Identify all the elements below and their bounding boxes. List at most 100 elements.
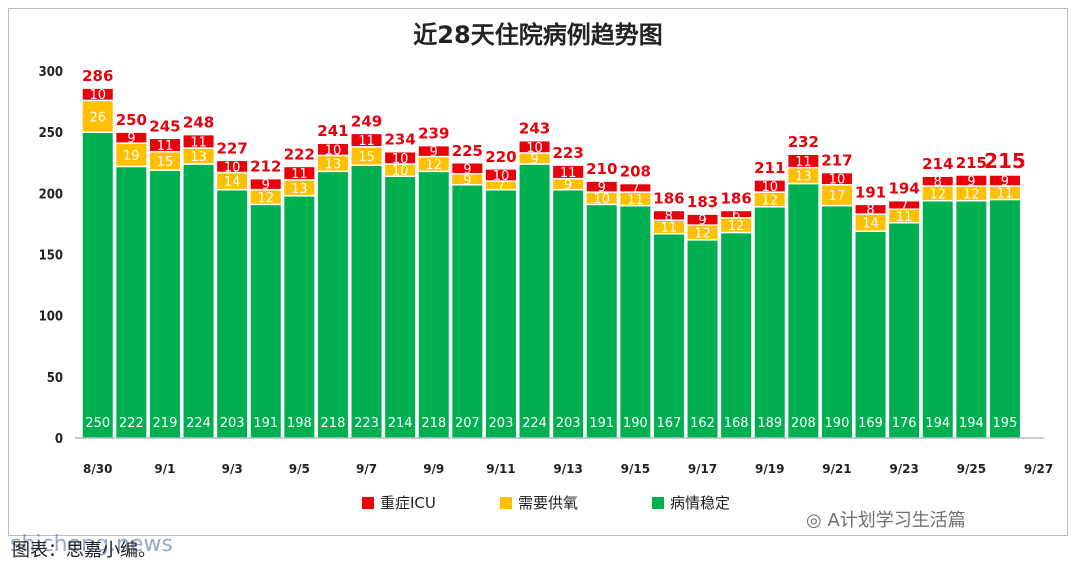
- total-label: 215: [984, 149, 1026, 173]
- bar-segment: [954, 174, 988, 187]
- bar-segment: [551, 188, 585, 439]
- segment-label: 10: [392, 164, 409, 179]
- segment-label: 168: [724, 416, 749, 431]
- y-tick-label: 200: [39, 187, 63, 202]
- total-label: 186: [720, 189, 751, 207]
- segment-label: 8: [866, 203, 874, 218]
- segment-label: 11: [896, 210, 913, 225]
- x-tick-label: 9/23: [889, 462, 918, 476]
- segment-label: 9: [698, 214, 706, 229]
- bar-segment: [249, 203, 283, 439]
- bar-segment: [686, 239, 720, 439]
- segment-label: 9: [598, 181, 606, 196]
- bar-segment: [114, 165, 148, 439]
- total-label: 239: [418, 125, 449, 143]
- bar-segment: [484, 188, 518, 439]
- segment-label: 13: [190, 150, 207, 165]
- y-tick-label: 300: [39, 65, 63, 80]
- bar-segment: [350, 164, 384, 439]
- total-label: 227: [216, 139, 247, 157]
- segment-label: 218: [321, 416, 346, 431]
- total-label: 243: [519, 120, 550, 138]
- total-label: 241: [317, 122, 348, 140]
- segment-label: 191: [589, 416, 614, 431]
- segment-label: 194: [925, 416, 950, 431]
- segment-label: 11: [157, 139, 174, 154]
- bar-segment: [81, 87, 115, 102]
- bar-segment: [484, 168, 518, 182]
- bar-segment: [316, 170, 350, 439]
- bar-segment: [954, 199, 988, 439]
- segment-label: 12: [929, 187, 946, 202]
- segment-label: 207: [455, 416, 480, 431]
- segment-label: 10: [224, 160, 241, 175]
- bar-segment: [450, 184, 484, 439]
- x-tick-label: 9/21: [822, 462, 851, 476]
- total-label: 234: [384, 131, 415, 149]
- bar-segment: [786, 182, 820, 439]
- segment-label: 11: [190, 135, 207, 150]
- y-tick-label: 0: [55, 432, 63, 447]
- total-label: 211: [754, 159, 785, 177]
- segment-label: 224: [522, 416, 547, 431]
- total-label: 217: [821, 152, 852, 170]
- segment-label: 190: [623, 416, 648, 431]
- segment-label: 14: [224, 175, 241, 190]
- segment-label: 10: [829, 173, 846, 188]
- y-axis: 0 50 100 150 200 250 300: [39, 65, 63, 447]
- total-label: 220: [485, 148, 516, 166]
- x-tick-label: 9/25: [957, 462, 986, 476]
- watermark-wechat: ◎ A计划学习生活篇: [806, 506, 966, 532]
- total-label: 186: [653, 189, 684, 207]
- segment-label: 203: [556, 416, 581, 431]
- segment-label: 12: [694, 226, 711, 241]
- bar-segment: [854, 203, 888, 215]
- segment-label: 10: [761, 180, 778, 195]
- segment-label: 169: [858, 416, 883, 431]
- bar-segment: [921, 199, 955, 439]
- chart-title: 近28天住院病例趋势图: [413, 21, 662, 49]
- total-label: 245: [149, 117, 180, 135]
- bar-segment: [148, 169, 182, 439]
- bar-segment: [921, 175, 955, 187]
- segment-label: 7: [900, 199, 908, 214]
- segment-label: 10: [392, 152, 409, 167]
- segment-label: 10: [325, 143, 342, 158]
- segment-label: 9: [1001, 174, 1009, 189]
- segment-label: 11: [795, 155, 812, 170]
- bar-segment: [988, 198, 1022, 439]
- bar-segment: [820, 204, 854, 439]
- bar-segment: [114, 131, 148, 144]
- segment-label: 7: [631, 182, 639, 197]
- total-label: 225: [452, 142, 483, 160]
- segment-label: 10: [89, 88, 106, 103]
- total-label: 248: [183, 114, 214, 132]
- watermark-site: shicheng.news: [10, 532, 173, 557]
- total-label: 214: [922, 155, 953, 173]
- segment-label: 222: [119, 416, 144, 431]
- bar-segment: [518, 139, 552, 154]
- segment-label: 8: [665, 209, 673, 224]
- y-tick-label: 50: [47, 371, 63, 386]
- bar-segment: [182, 133, 216, 149]
- y-tick-label: 250: [39, 126, 63, 141]
- total-label: 222: [284, 145, 315, 163]
- bar-segment: [585, 180, 619, 193]
- bar-segment: [383, 150, 417, 165]
- legend-label: 病情稳定: [670, 494, 730, 512]
- segment-label: 15: [358, 150, 375, 165]
- bar-segment: [182, 163, 216, 439]
- segment-label: 167: [657, 416, 682, 431]
- segment-label: 19: [123, 149, 140, 164]
- segment-label: 15: [157, 155, 174, 170]
- bar-segment: [753, 206, 787, 439]
- bar-segment: [887, 199, 921, 210]
- x-axis: 8/30 9/1 9/3 9/5 9/7 9/9 9/11 9/13 9/15 9/17 9/19 9…: [75, 437, 1053, 476]
- segment-label: 194: [959, 416, 984, 431]
- x-tick-label: 8/30: [83, 462, 112, 476]
- bar-segment: [786, 153, 820, 169]
- x-tick-label: 9/9: [423, 462, 444, 476]
- segment-label: 198: [287, 416, 312, 431]
- bar-segment: [686, 213, 720, 226]
- segment-label: 12: [257, 191, 274, 206]
